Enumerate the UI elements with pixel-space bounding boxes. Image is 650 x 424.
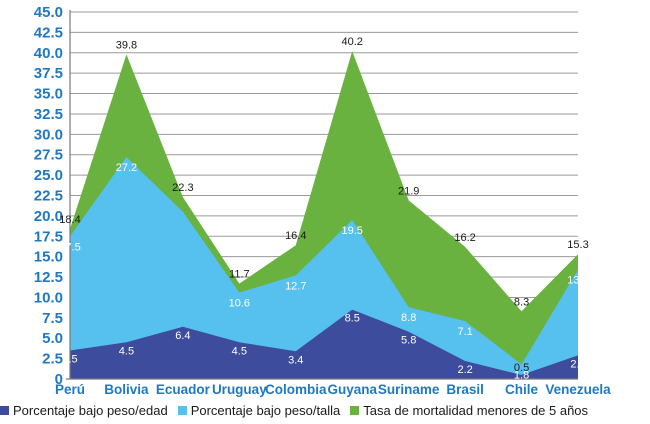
x-tick-label: Uruguay: [212, 382, 267, 397]
data-labels: 18.4 39.8 22.3 11.7 16.4 40.2 21.9 16.2 8.3 15.3 1…: [59, 36, 588, 381]
data-label-mortality: 22.3: [172, 182, 193, 194]
data-label-peso-talla: 7.1: [457, 326, 472, 338]
data-label-mortality: 11.7: [229, 269, 250, 281]
y-tick-label: 22.5: [34, 188, 63, 205]
area-series-1: [70, 157, 578, 379]
y-tick-label: 30.0: [34, 126, 63, 143]
y-tick-label: 35.0: [34, 86, 63, 103]
data-label-mortality: 39.8: [116, 39, 137, 51]
data-label-mortality: 18.4: [59, 214, 80, 226]
y-tick-label: 37.5: [34, 65, 63, 82]
y-tick-label: 17.5: [34, 228, 63, 245]
data-label-mortality: 40.2: [342, 36, 363, 48]
data-label-peso-edad: 2.9: [570, 358, 585, 370]
data-label-mortality: 16.4: [285, 230, 306, 242]
data-label-peso-talla: 8.8: [401, 312, 416, 324]
data-label-peso-talla: 27.2: [116, 162, 137, 174]
data-label-peso-edad: 5.8: [401, 335, 416, 347]
x-tick-label: Bolivia: [104, 382, 149, 397]
y-tick-label: 7.5: [42, 310, 63, 327]
y-tick-label: 25.0: [34, 167, 63, 184]
y-tick-label: 32.5: [34, 106, 63, 123]
legend-swatch: [350, 405, 360, 415]
data-label-peso-edad: 6.4: [175, 330, 190, 342]
y-tick-label: 0: [55, 371, 63, 388]
legend-swatch: [177, 405, 187, 415]
x-tick-label: Perú: [55, 382, 85, 397]
data-label-mortality: 15.3: [567, 239, 588, 251]
legend-item-peso-talla: Porcentaje bajo peso/talla: [177, 402, 341, 418]
area-chart: 02.55.07.510.012.515.017.520.022.525.027…: [34, 4, 611, 397]
data-label-peso-talla: 1.8: [514, 369, 529, 381]
data-label-peso-talla: 12.7: [285, 280, 306, 292]
data-label-peso-edad: 3.5: [62, 353, 77, 365]
legend-item-peso-edad: Porcentaje bajo peso/edad: [0, 403, 168, 418]
data-label-mortality: 8.3: [514, 296, 529, 308]
y-tick-label: 20.0: [34, 208, 63, 225]
data-label-mortality: 21.9: [398, 185, 419, 197]
data-label-peso-edad: 3.4: [288, 354, 303, 366]
y-tick-label: 10.0: [34, 289, 63, 306]
legend-item-mortalidad: Tasa de mortalidad menores de 5 años: [350, 403, 588, 418]
y-tick-label: 42.5: [34, 24, 63, 41]
data-label-peso-talla: 17.5: [59, 241, 80, 253]
area-series-2: [70, 309, 578, 379]
axes: [66, 10, 578, 380]
data-label-peso-edad: 2.2: [457, 364, 472, 376]
y-tick-label: 5.0: [42, 330, 63, 347]
x-tick-label: Guyana: [327, 382, 377, 397]
x-tick-label: Brasil: [446, 382, 484, 397]
data-label-peso-edad: 4.5: [232, 345, 247, 357]
legend-label: Porcentaje bajo peso/talla: [190, 402, 341, 418]
y-tick-label: 2.5: [42, 351, 63, 368]
y-tick-label: 15.0: [34, 249, 63, 266]
legend-label: Tasa de mortalidad menores de 5 años: [363, 402, 589, 418]
series-areas: [70, 51, 578, 379]
y-tick-label: 12.5: [34, 269, 63, 286]
data-label-peso-edad: 0.5: [514, 362, 529, 374]
data-label-peso-edad: 8.5: [345, 313, 360, 325]
data-label-peso-edad: 4.5: [119, 345, 134, 357]
x-tick-label: Colombia: [265, 382, 327, 397]
data-label-peso-talla: 10.6: [229, 298, 250, 310]
x-tick-label: Chile: [505, 382, 538, 397]
y-tick-label: 27.5: [34, 147, 63, 164]
y-axis-ticks: 0 2.5 5.0 7.5 10.0 12.5 15.0 17.5 20.0 22.5 25.0 27…: [34, 4, 63, 388]
y-tick-label: 40.0: [34, 45, 63, 62]
data-label-mortality: 16.2: [454, 232, 475, 244]
x-tick-label: Ecuador: [156, 382, 211, 397]
legend-swatch: [0, 405, 9, 415]
x-tick-label: Venezuela: [545, 382, 611, 397]
data-label-peso-talla: 13.4: [567, 275, 588, 287]
legend: Porcentaje bajo peso/edad Porcentaje baj…: [0, 400, 650, 420]
legend-label: Porcentaje bajo peso/edad: [13, 402, 168, 418]
data-label-peso-talla: 19.5: [342, 225, 363, 237]
x-tick-label: Suriname: [378, 382, 440, 397]
y-tick-label: 45.0: [34, 4, 63, 21]
